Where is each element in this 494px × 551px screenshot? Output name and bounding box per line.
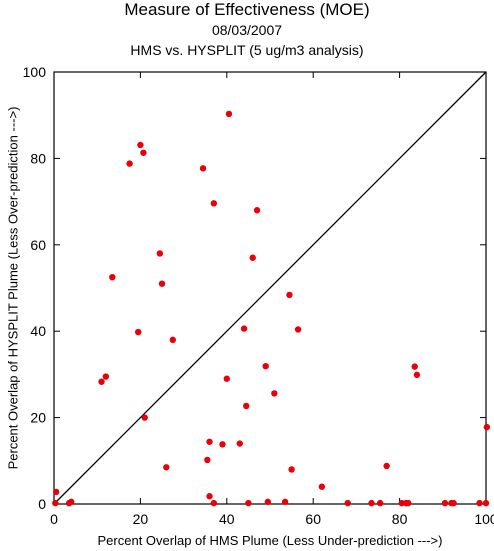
data-point: [405, 499, 412, 507]
data-point: [450, 499, 457, 507]
data-point: [482, 499, 490, 507]
y-tick-label: 100: [23, 64, 47, 80]
data-point: [476, 499, 483, 507]
data-point: [281, 498, 289, 506]
data-point: [199, 165, 207, 172]
data-point: [223, 375, 230, 382]
data-point: [163, 464, 170, 471]
data-point: [158, 280, 166, 287]
data-point: [383, 462, 390, 470]
y-tick-label: 60: [30, 237, 46, 253]
data-point: [126, 160, 133, 167]
data-point: [135, 328, 142, 336]
y-tick-label: 40: [30, 323, 46, 339]
data-point: [249, 254, 256, 261]
x-axis-label: Percent Overlap of HMS Plume (Less Under…: [98, 533, 443, 548]
data-point: [206, 493, 213, 500]
data-point: [225, 110, 233, 118]
x-tick-label: 0: [50, 511, 58, 527]
data-point: [141, 414, 148, 421]
data-point: [344, 499, 351, 507]
data-point: [483, 423, 491, 431]
data-point: [294, 326, 302, 333]
data-point: [264, 498, 272, 506]
x-tick-label: 40: [219, 511, 235, 527]
data-point: [210, 499, 218, 507]
data-point: [102, 373, 110, 380]
data-point: [204, 456, 211, 464]
data-point: [52, 499, 59, 507]
data-point: [441, 499, 449, 507]
data-point: [411, 363, 418, 370]
data-point: [318, 483, 326, 490]
y-tick-label: 80: [30, 150, 46, 166]
data-point: [376, 499, 384, 507]
one-to-one-line: [53, 71, 487, 505]
data-point: [413, 371, 421, 379]
data-point: [156, 250, 164, 257]
data-point: [262, 362, 269, 370]
data-point: [245, 499, 252, 507]
data-point: [137, 141, 144, 149]
x-tick-label: 20: [133, 511, 149, 527]
x-tick-label: 100: [474, 511, 494, 527]
data-point: [206, 438, 213, 445]
data-point: [368, 499, 375, 507]
data-point: [240, 325, 248, 332]
data-point: [109, 274, 116, 281]
data-point: [52, 488, 60, 496]
data-point: [236, 440, 243, 447]
y-tick-label: 20: [30, 410, 46, 426]
data-point: [288, 466, 295, 473]
data-point: [68, 498, 75, 506]
data-point: [271, 390, 278, 397]
chart-date: 08/03/2007: [211, 22, 283, 38]
data-point: [286, 291, 293, 299]
data-point: [169, 336, 176, 344]
x-tick-label: 60: [305, 511, 321, 527]
data-point: [243, 402, 250, 410]
data-point: [140, 149, 147, 156]
y-tick-label: 0: [38, 496, 46, 512]
data-point: [98, 378, 105, 385]
chart-title: Measure of Effectiveness (MOE): [124, 0, 370, 19]
y-axis-label: Percent Overlap of HYSPLIT Plume (Less O…: [6, 107, 21, 470]
x-tick-label: 80: [392, 511, 408, 527]
data-point: [210, 200, 218, 207]
chart-subtitle: HMS vs. HYSPLIT (5 ug/m3 analysis): [130, 42, 364, 58]
data-point: [219, 441, 226, 448]
data-point: [253, 207, 261, 214]
